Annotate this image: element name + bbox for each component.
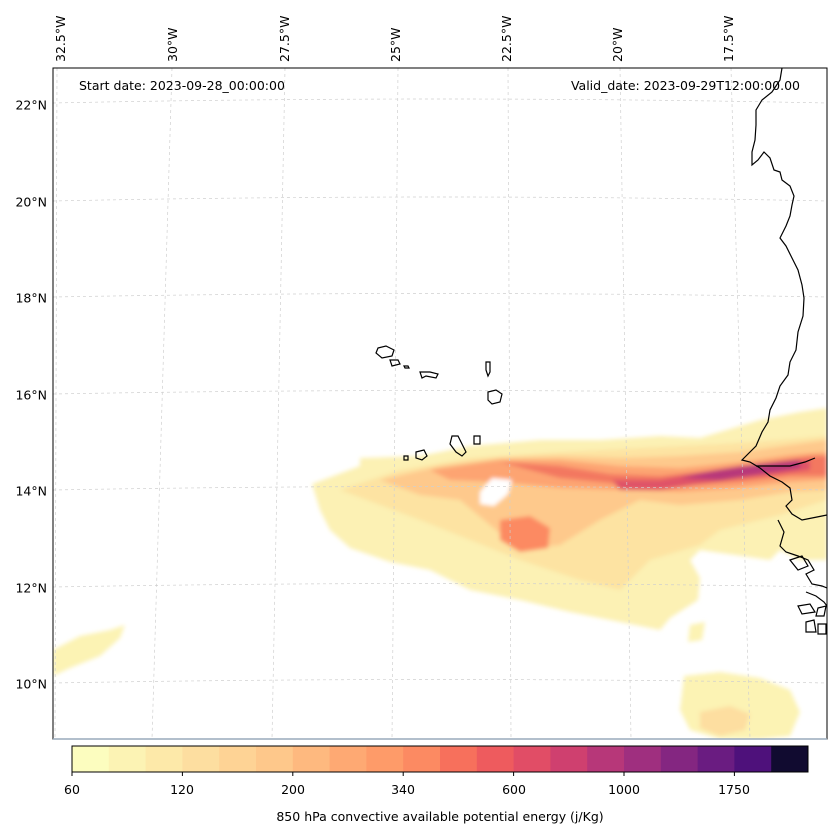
island-brava <box>403 455 409 461</box>
colorbar-cell <box>182 746 220 772</box>
colorbar-tick-120: 120 <box>170 782 194 797</box>
island-boa-vista <box>487 389 503 405</box>
colorbar-cell <box>219 746 257 772</box>
colorbar-cell <box>476 746 515 772</box>
colorbar-cell <box>72 746 110 772</box>
guinea-bissau-coast <box>777 519 827 589</box>
island-sao-nicolau <box>419 371 439 379</box>
lon-label-17-5w: 17.5°W <box>721 15 736 62</box>
map-frame <box>52 67 828 740</box>
colorbar <box>72 746 809 772</box>
cape-contours <box>53 408 827 739</box>
colorbar-frame <box>71 745 809 773</box>
lat-label-20n: 20°N <box>15 194 47 210</box>
colorbar-tick-600: 600 <box>502 782 526 797</box>
colorbar-cell <box>440 746 478 772</box>
lat-label-10n: 10°N <box>15 676 47 692</box>
colorbar-cell <box>256 746 294 772</box>
colorbar-cell <box>329 746 367 772</box>
colorbar-cell <box>587 746 625 772</box>
lat-label-16n: 16°N <box>15 387 47 403</box>
island-maio <box>473 435 481 445</box>
colorbar-title: 850 hPa convective available potential e… <box>276 809 604 824</box>
island-fogo <box>415 449 428 461</box>
start-date-label: Start date: 2023-09-28_00:00:00 <box>79 78 285 93</box>
colorbar-cell <box>292 746 331 772</box>
lon-label-20w: 20°W <box>610 27 625 62</box>
colorbar-cell <box>145 746 183 772</box>
colorbar-cell <box>513 746 551 772</box>
island-sal <box>485 361 491 378</box>
lat-label-22n: 22°N <box>15 97 47 113</box>
island-santa-luzia <box>403 365 410 369</box>
lon-label-32-5w: 32.5°W <box>53 15 68 62</box>
lat-label-12n: 12°N <box>15 580 47 596</box>
colorbar-cell <box>108 746 147 772</box>
colorbar-tick-1750: 1750 <box>718 782 750 797</box>
colorbar-ticks <box>71 772 735 776</box>
colorbar-tick-60: 60 <box>64 782 80 797</box>
lon-label-30w: 30°W <box>165 27 180 62</box>
gridlines <box>53 68 827 739</box>
coast-south <box>805 591 827 607</box>
bissagos-islands <box>788 555 827 635</box>
colorbar-tick-340: 340 <box>391 782 415 797</box>
colorbar-cell <box>366 746 404 772</box>
island-sao-vicente <box>389 359 401 367</box>
african-coastline <box>740 68 827 521</box>
colorbar-cell <box>624 746 662 772</box>
island-santo-antao <box>375 345 395 359</box>
colorbar-tick-1000: 1000 <box>608 782 640 797</box>
valid-date-label: Valid_date: 2023-09-29T12:00:00.00 <box>570 78 800 93</box>
colorbar-tick-200: 200 <box>281 782 305 797</box>
lon-label-25w: 25°W <box>388 27 403 62</box>
colorbar-cell <box>697 746 735 772</box>
colorbar-cell <box>403 746 441 772</box>
colorbar-cell <box>550 746 588 772</box>
lon-label-27-5w: 27.5°W <box>277 15 292 62</box>
colorbar-cell <box>660 746 699 772</box>
lon-label-22-5w: 22.5°W <box>499 15 514 62</box>
coastlines <box>375 68 827 635</box>
colorbar-cell <box>771 746 809 772</box>
colorbar-cell <box>734 746 772 772</box>
island-santiago <box>449 435 467 457</box>
gambia-coast <box>756 457 816 467</box>
lat-label-18n: 18°N <box>15 290 47 306</box>
lat-label-14n: 14°N <box>15 483 47 499</box>
